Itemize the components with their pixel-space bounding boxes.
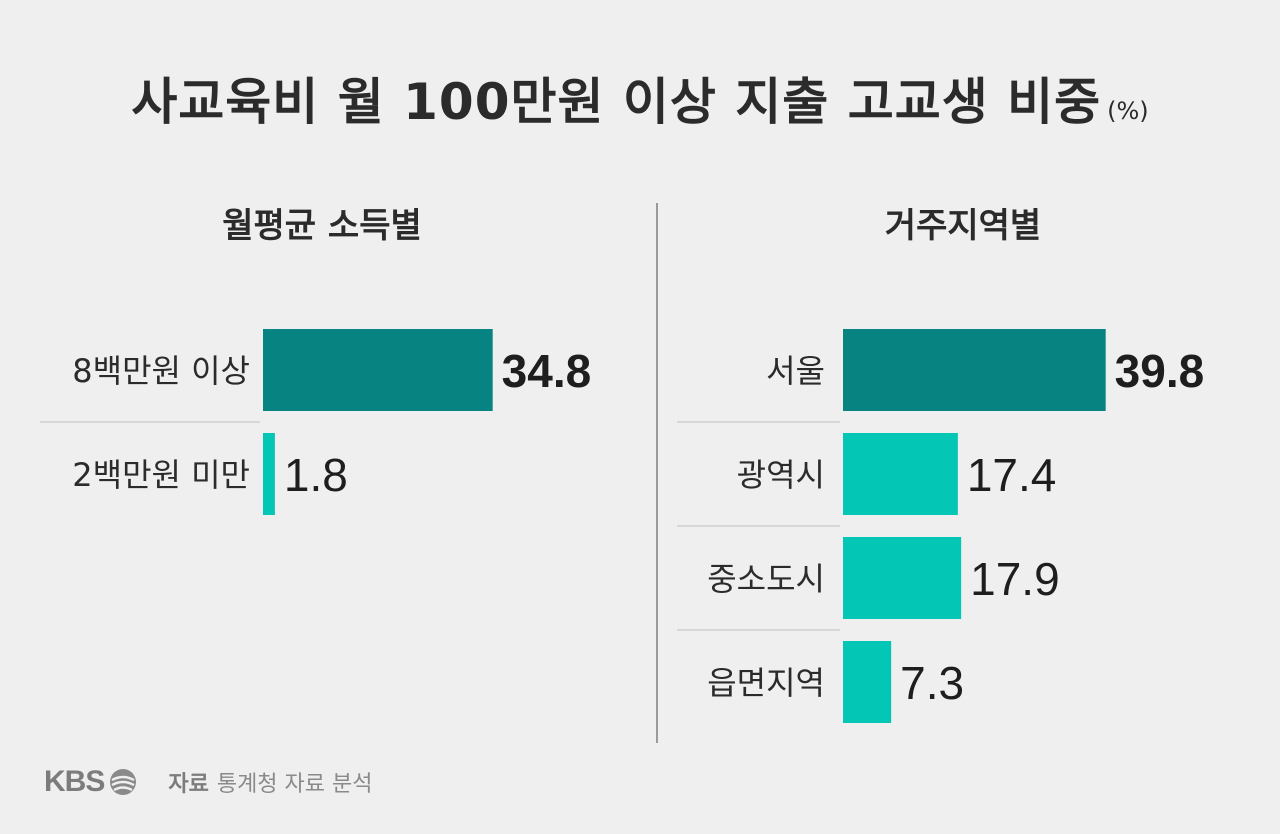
- value-label-region: 17.9: [970, 553, 1060, 605]
- kbs-logo: KBS: [44, 765, 138, 799]
- bar-region: [843, 641, 892, 723]
- source-label: 자료: [168, 772, 209, 797]
- unit-label: (%): [1107, 97, 1149, 125]
- category-label-income: 2백만원 미만: [72, 456, 250, 494]
- panel-title-region: 거주지역별: [884, 206, 1042, 246]
- bar-region: [843, 433, 958, 515]
- value-label-income: 34.8: [502, 345, 592, 397]
- bar-income: [263, 329, 493, 411]
- value-label-region: 17.4: [967, 449, 1057, 501]
- bar-region: [843, 329, 1106, 411]
- panel-title-income: 월평균 소득별: [222, 206, 422, 246]
- category-label-region: 읍면지역: [707, 664, 825, 702]
- value-label-region: 7.3: [900, 657, 964, 709]
- bar-income: [263, 433, 275, 515]
- kbs-emblem-icon: [110, 769, 137, 795]
- bar-region: [843, 537, 962, 619]
- chart-title-text: 사교육비 월 100만원 이상 지출 고교생 비중: [131, 73, 1102, 131]
- kbs-logo-text: KBS: [44, 765, 105, 798]
- source-text: 통계청 자료 분석: [216, 772, 373, 797]
- value-label-region: 39.8: [1115, 345, 1205, 397]
- value-label-income: 1.8: [284, 449, 348, 501]
- category-label-region: 중소도시: [707, 560, 825, 598]
- chart-title: 사교육비 월 100만원 이상 지출 고교생 비중 (%): [0, 62, 1280, 134]
- category-label-income: 8백만원 이상: [72, 352, 250, 390]
- footer: KBS 자료 통계청 자료 분석: [44, 762, 373, 802]
- panel-divider: [656, 203, 658, 743]
- category-label-region: 광역시: [737, 456, 825, 494]
- category-label-region: 서울: [766, 352, 825, 390]
